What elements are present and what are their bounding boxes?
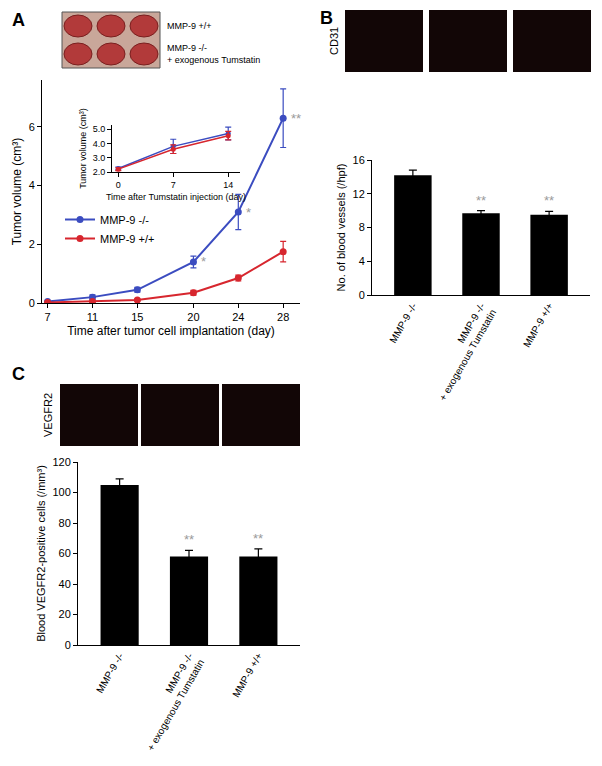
svg-text:VEGFR2: VEGFR2 (42, 393, 54, 437)
svg-text:0: 0 (116, 180, 121, 190)
svg-text:*: * (246, 205, 251, 220)
svg-text:Tumor volume (cm³): Tumor volume (cm³) (78, 108, 88, 189)
svg-text:20: 20 (187, 311, 199, 323)
svg-text:MMP-9 +/+: MMP-9 +/+ (167, 21, 212, 31)
svg-text:MMP-9 -/-: MMP-9 -/- (94, 651, 126, 695)
svg-text:6: 6 (29, 121, 35, 133)
svg-text:4.0: 4.0 (93, 139, 106, 149)
svg-text:7: 7 (171, 180, 176, 190)
svg-text:8: 8 (359, 221, 365, 233)
svg-text:0: 0 (65, 639, 71, 651)
svg-text:MMP-9 -/-+ exogenous Tumstatin: MMP-9 -/-+ exogenous Tumstatin (167, 43, 260, 65)
svg-text:Tumor volume (cm³): Tumor volume (cm³) (10, 138, 24, 246)
svg-text:2.0: 2.0 (93, 167, 106, 177)
svg-text:B: B (320, 8, 333, 28)
svg-text:MMP-9 -/-+ exogenous Tumstatin: MMP-9 -/-+ exogenous Tumstatin (426, 301, 499, 403)
svg-text:14: 14 (223, 180, 233, 190)
svg-text:A: A (12, 10, 25, 30)
svg-text:28: 28 (277, 311, 289, 323)
svg-text:MMP-9 +/+: MMP-9 +/+ (100, 233, 154, 245)
svg-text:80: 80 (59, 517, 71, 529)
svg-text:*: * (201, 254, 206, 269)
svg-text:**: ** (476, 193, 486, 208)
svg-text:No. of blood vessels (/hpf): No. of blood vessels (/hpf) (335, 164, 347, 292)
svg-text:24: 24 (232, 311, 244, 323)
svg-text:MMP-9 +/+: MMP-9 +/+ (521, 301, 555, 349)
svg-text:Blood VEGFR2-positive cells (/: Blood VEGFR2-positive cells (/mm³) (35, 465, 47, 642)
svg-text:**: ** (253, 531, 263, 546)
svg-text:CD31: CD31 (328, 27, 340, 55)
svg-text:MMP-9 -/-: MMP-9 -/- (100, 214, 149, 226)
svg-text:Time after Tumstatin injection: Time after Tumstatin injection (day) (106, 192, 246, 202)
svg-text:120: 120 (52, 456, 70, 468)
svg-text:Time after tumor cell implanta: Time after tumor cell implantation (day) (67, 324, 275, 338)
svg-text:60: 60 (59, 547, 71, 559)
svg-text:4: 4 (29, 179, 35, 191)
svg-text:C: C (12, 364, 25, 384)
svg-text:4: 4 (359, 255, 365, 267)
svg-text:40: 40 (59, 578, 71, 590)
svg-text:100: 100 (52, 486, 70, 498)
svg-text:**: ** (544, 193, 554, 208)
svg-text:0: 0 (29, 297, 35, 309)
svg-text:20: 20 (59, 608, 71, 620)
svg-text:2: 2 (29, 238, 35, 250)
svg-text:12: 12 (353, 188, 365, 200)
svg-text:5.0: 5.0 (93, 124, 106, 134)
svg-text:MMP-9 +/+: MMP-9 +/+ (230, 651, 264, 699)
svg-text:MMP-9 -/-+ exogenous Tumstatin: MMP-9 -/-+ exogenous Tumstatin (134, 651, 207, 753)
svg-text:**: ** (184, 532, 194, 547)
svg-text:**: ** (291, 111, 301, 126)
svg-text:0: 0 (359, 289, 365, 301)
svg-text:11: 11 (87, 311, 98, 323)
svg-text:15: 15 (131, 311, 143, 323)
svg-text:3.0: 3.0 (93, 153, 106, 163)
svg-text:MMP-9 -/-: MMP-9 -/- (387, 301, 419, 345)
svg-text:7: 7 (45, 311, 51, 323)
svg-text:16: 16 (353, 154, 365, 166)
